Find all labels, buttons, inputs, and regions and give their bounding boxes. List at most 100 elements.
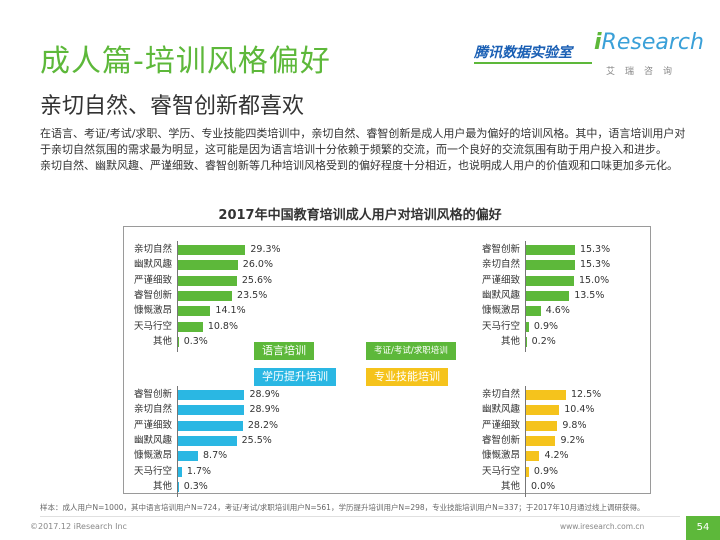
value-label: 25.6% <box>241 274 273 286</box>
category-label: 幽默风趣 <box>481 404 520 416</box>
bar <box>526 435 556 446</box>
category-label: 慷慨激昂 <box>481 305 520 317</box>
page-subtitle: 亲切自然、睿智创新都喜欢 <box>40 94 305 119</box>
value-label: 12.5% <box>571 389 602 400</box>
chart-title: 2017年中国教育培训成人用户对培训风格的偏好 <box>218 208 502 223</box>
category-label: 严谨细致 <box>481 419 520 431</box>
category-label: 亲切自然 <box>481 389 520 400</box>
bar <box>526 336 527 347</box>
category-label: 幽默风趣 <box>481 289 520 301</box>
category-label: 慷慨激昂 <box>481 450 520 462</box>
category-label: 幽默风趣 <box>133 434 172 446</box>
value-label: 10.8% <box>207 320 239 332</box>
bar <box>178 481 179 492</box>
bar <box>526 420 558 431</box>
footnote: 样本：成人用户N=1000，其中语言培训用户N=724，考证/考试/求职培训用户… <box>40 503 645 512</box>
bar <box>178 245 246 255</box>
tencent-logo: 腾讯数据实验室 <box>474 45 572 61</box>
category-label: 亲切自然 <box>133 244 172 255</box>
value-label: 25.5% <box>241 434 272 446</box>
category-axis-line <box>525 386 526 498</box>
logo-underline <box>474 62 592 64</box>
category-label: 亲切自然 <box>133 404 172 416</box>
bar <box>526 451 540 462</box>
category-label: 天马行空 <box>481 320 520 332</box>
bar <box>178 290 233 301</box>
category-label: 其他 <box>500 335 520 347</box>
panel-name-tag: 考证/考试/求职培训 <box>366 342 456 360</box>
value-label: 28.9% <box>249 404 280 416</box>
category-axis-line <box>177 241 178 353</box>
bar <box>178 466 182 477</box>
category-label: 睿智创新 <box>481 244 520 255</box>
value-label: 9.8% <box>562 419 587 431</box>
value-label: 15.3% <box>579 259 611 271</box>
bar <box>526 306 541 317</box>
footer-divider <box>40 516 680 517</box>
intro-text: 在语言、考证/考试/求职、学历、专业技能四类培训中，亲切自然、睿智创新是成人用户… <box>40 126 688 174</box>
category-label: 严谨细致 <box>481 274 520 286</box>
bar <box>178 260 238 271</box>
bar <box>178 275 237 286</box>
chart-frame <box>123 226 651 494</box>
category-label: 其他 <box>152 480 172 492</box>
value-label: 15.0% <box>579 274 610 286</box>
iresearch-logo-i: i <box>594 30 602 55</box>
footer-website: www.iresearch.com.cn <box>560 522 645 531</box>
panel-name-tag: 专业技能培训 <box>366 368 448 386</box>
value-label: 14.1% <box>215 305 246 317</box>
panel-name-tag: 语言培训 <box>254 342 314 360</box>
category-label: 天马行空 <box>133 465 172 477</box>
bar <box>526 466 529 477</box>
value-label: 0.0% <box>531 480 556 492</box>
bar <box>526 390 566 400</box>
value-label: 10.4% <box>564 404 595 416</box>
bar <box>526 275 574 286</box>
bar <box>178 390 245 400</box>
value-label: 1.7% <box>186 465 212 477</box>
intro-paragraph-1: 在语言、考证/考试/求职、学历、专业技能四类培训中，亲切自然、睿智创新是成人用户… <box>40 127 686 156</box>
value-label: 26.0% <box>242 259 273 271</box>
bar <box>178 321 203 332</box>
category-axis-line <box>525 241 526 353</box>
footer-source: ©2017.12 iResearch Inc <box>30 522 127 531</box>
category-label: 严谨细致 <box>133 274 172 286</box>
value-label: 13.5% <box>574 289 605 301</box>
category-label: 慷慨激昂 <box>133 305 172 317</box>
category-label: 严谨细致 <box>133 419 172 431</box>
bar <box>526 290 570 301</box>
category-label: 幽默风趣 <box>133 259 172 271</box>
bar <box>526 245 575 255</box>
bar <box>526 321 529 332</box>
iresearch-logo-cn: 艾瑞咨询 <box>606 67 683 77</box>
value-label: 8.7% <box>203 450 228 462</box>
value-label: 15.3% <box>579 244 611 255</box>
intro-paragraph-2: 亲切自然、幽默风趣、严谨细致、睿智创新等几种培训风格受到的偏好程度十分相近，也说… <box>40 159 678 172</box>
category-label: 睿智创新 <box>481 434 520 446</box>
category-label: 亲切自然 <box>481 259 520 271</box>
bar <box>526 405 560 416</box>
bar <box>178 336 179 347</box>
bar <box>178 405 245 416</box>
bar <box>178 451 198 462</box>
bar <box>178 420 243 431</box>
bar <box>178 435 237 446</box>
category-label: 天马行空 <box>481 465 520 477</box>
iresearch-logo-text: Research <box>601 30 704 55</box>
panel-name-tag: 学历提升培训 <box>254 368 336 386</box>
bar <box>178 306 211 317</box>
value-label: 28.9% <box>249 389 280 400</box>
value-label: 4.2% <box>544 450 569 462</box>
value-label: 29.3% <box>250 244 281 255</box>
value-label: 4.6% <box>545 305 570 317</box>
category-axis-line <box>177 386 178 498</box>
value-label: 9.2% <box>560 434 585 446</box>
page-number: 54 <box>686 516 720 540</box>
value-label: 28.2% <box>247 419 279 431</box>
value-label: 0.3% <box>183 335 208 347</box>
page-title: 成人篇-培训风格偏好 <box>40 44 331 79</box>
category-label: 天马行空 <box>133 320 172 332</box>
iresearch-logo: iResearch <box>594 30 704 55</box>
value-label: 0.2% <box>531 335 556 347</box>
category-label: 睿智创新 <box>133 289 172 301</box>
